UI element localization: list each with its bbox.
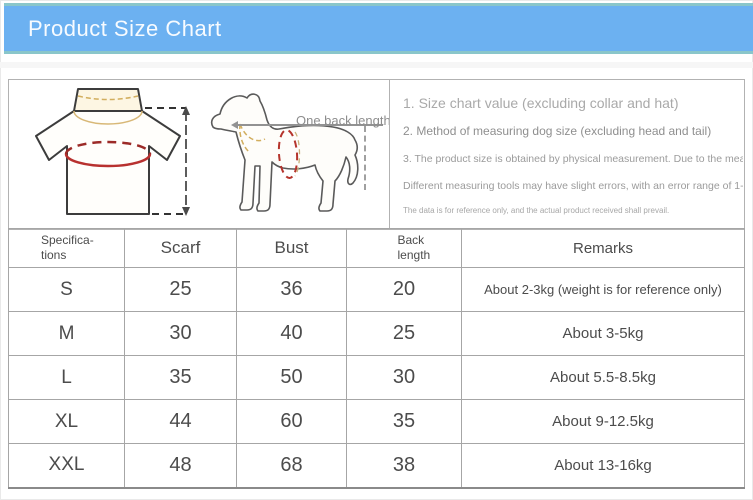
table-header-row: Specifica-tions Scarf Bust Back length R… xyxy=(8,228,745,268)
size-row-xl: XL 44 60 35 About 9-12.5kg xyxy=(8,399,745,444)
bust-cell: 68 xyxy=(236,443,347,488)
back-length-cell: 38 xyxy=(346,443,462,488)
size-table: Specifica-tions Scarf Bust Back length R… xyxy=(8,228,745,489)
col-header-scarf: Scarf xyxy=(124,228,237,268)
title-banner: Product Size Chart xyxy=(4,3,753,54)
remarks-cell: About 9-12.5kg xyxy=(461,399,745,444)
scarf-cell: 25 xyxy=(124,267,237,312)
remarks-cell: About 13-16kg xyxy=(461,443,745,488)
size-cell: M xyxy=(8,311,125,356)
back-length-line xyxy=(231,121,383,129)
back-length-label: One back length xyxy=(296,113,391,128)
bust-cell: 36 xyxy=(236,267,347,312)
scarf-cell: 35 xyxy=(124,355,237,400)
bust-cell: 50 xyxy=(236,355,347,400)
bust-cell: 40 xyxy=(236,311,347,356)
page-title: Product Size Chart xyxy=(28,16,222,41)
col-header-bust: Bust xyxy=(236,228,347,268)
size-cell: XXL xyxy=(8,443,125,488)
bust-cell: 60 xyxy=(236,399,347,444)
size-cell: XL xyxy=(8,399,125,444)
notes-panel: 1. Size chart value (excluding collar an… xyxy=(389,80,743,228)
garment-measurement-diagram-icon xyxy=(35,88,190,216)
back-length-end-tick xyxy=(364,126,366,190)
scarf-cell: 44 xyxy=(124,399,237,444)
note-line-2: 2. Method of measuring dog size (excludi… xyxy=(403,124,712,138)
back-length-cell: 25 xyxy=(346,311,462,356)
back-length-cell: 30 xyxy=(346,355,462,400)
note-line-4: Different measuring tools may have sligh… xyxy=(403,180,743,192)
size-cell: S xyxy=(8,267,125,312)
size-row-m: M 30 40 25 About 3-5kg xyxy=(8,311,745,356)
scarf-cell: 30 xyxy=(124,311,237,356)
note-line-5: The data is for reference only, and the … xyxy=(403,206,670,215)
col-header-back-length: Back length xyxy=(346,228,462,268)
scarf-cell: 48 xyxy=(124,443,237,488)
diagram-notes-panel: One back length 1. Size chart value (exc… xyxy=(8,79,745,230)
size-cell: L xyxy=(8,355,125,400)
remarks-cell: About 3-5kg xyxy=(461,311,745,356)
back-length-cell: 20 xyxy=(346,267,462,312)
size-row-s: S 25 36 20 About 2-3kg (weight is for re… xyxy=(8,267,745,312)
note-line-3: 3. The product size is obtained by physi… xyxy=(403,153,743,165)
col-header-specifications: Specifica-tions xyxy=(8,228,125,268)
size-row-l: L 35 50 30 About 5.5-8.5kg xyxy=(8,355,745,400)
remarks-cell: About 2-3kg (weight is for reference onl… xyxy=(461,267,745,312)
size-row-xxl: XXL 48 68 38 About 13-16kg xyxy=(8,443,745,488)
dog-measurement-diagram-icon xyxy=(210,93,359,212)
col-header-remarks: Remarks xyxy=(461,228,745,268)
banner-separator xyxy=(0,62,753,68)
remarks-cell: About 5.5-8.5kg xyxy=(461,355,745,400)
arrow-left-icon xyxy=(231,121,238,129)
back-length-cell: 35 xyxy=(346,399,462,444)
note-line-1: 1. Size chart value (excluding collar an… xyxy=(403,95,679,111)
